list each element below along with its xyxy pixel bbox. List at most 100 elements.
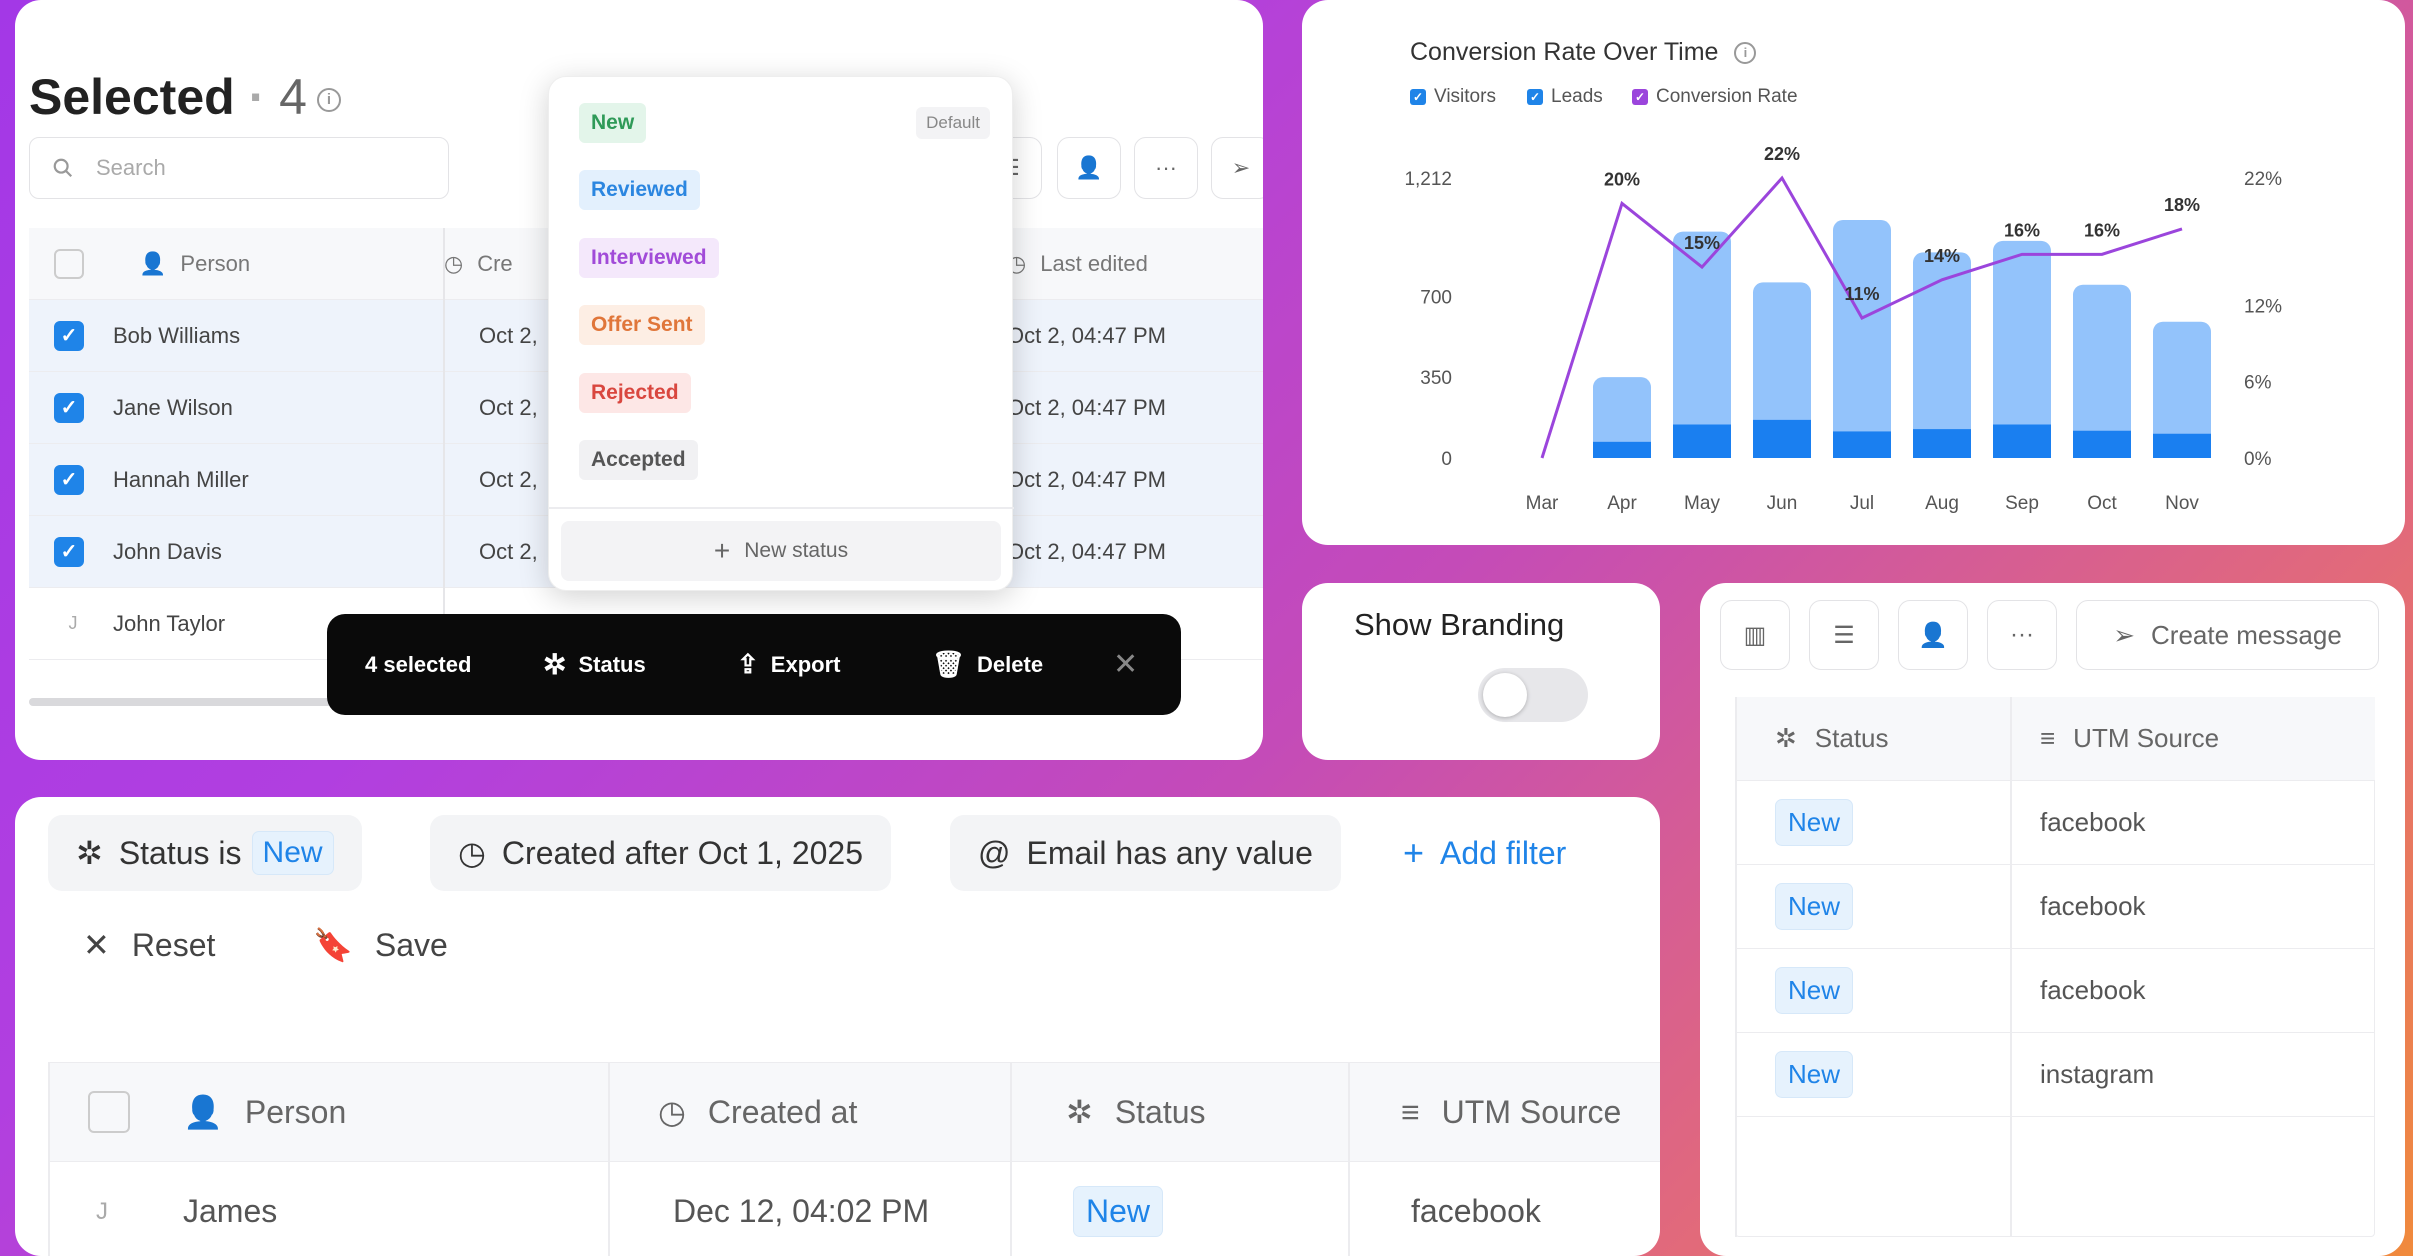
export-icon: ⇪ bbox=[737, 649, 759, 679]
select-all-checkbox[interactable] bbox=[54, 248, 84, 279]
bar-leads bbox=[1833, 431, 1891, 458]
send-button[interactable]: ➢ bbox=[1211, 137, 1263, 199]
bar-leads bbox=[1673, 424, 1731, 458]
add-filter-button[interactable]: + Add filter bbox=[1403, 815, 1566, 891]
send-icon: ➢ bbox=[2113, 619, 2136, 650]
status-option-reviewed[interactable]: Reviewed bbox=[579, 170, 700, 210]
legend-visitors[interactable]: ✓ Visitors bbox=[1410, 86, 1496, 108]
edited-cell: Oct 2, 04:47 PM bbox=[1007, 394, 1166, 420]
branding-card: Show Branding bbox=[1302, 583, 1660, 760]
bookmark-icon: 🔖 bbox=[313, 927, 353, 963]
add-user-button[interactable]: 👤 bbox=[1898, 600, 1968, 670]
selected-count-label: 4 selected bbox=[365, 651, 472, 677]
legend-conversion-rate[interactable]: ✓ Conversion Rate bbox=[1632, 86, 1798, 108]
row-checkbox[interactable]: ✓ bbox=[54, 536, 84, 567]
status-option-accepted[interactable]: Accepted bbox=[579, 440, 698, 480]
bar-visitors bbox=[1673, 231, 1731, 458]
close-icon[interactable]: ✕ bbox=[1113, 648, 1139, 681]
trash-icon: 🗑 bbox=[932, 649, 966, 679]
data-label: 15% bbox=[1684, 233, 1720, 253]
more-button[interactable]: ··· bbox=[1987, 600, 2057, 670]
status-badge[interactable]: New bbox=[1775, 1051, 1854, 1098]
kanban-icon: ▥ bbox=[1743, 621, 1767, 649]
person-name: John Davis bbox=[113, 538, 222, 564]
export-button[interactable]: ⇪ Export bbox=[737, 614, 840, 715]
person-name: James bbox=[183, 1193, 278, 1229]
utm-cell: facebook bbox=[2040, 975, 2146, 1005]
add-user-icon: 👤 bbox=[1918, 621, 1948, 649]
checkbox-icon: ✓ bbox=[1527, 89, 1543, 105]
status-icon: ✲ bbox=[1775, 723, 1797, 753]
table-row[interactable]: New facebook bbox=[1735, 949, 2375, 1033]
status-option-offer-sent[interactable]: Offer Sent bbox=[579, 305, 705, 345]
table-row[interactable]: New facebook bbox=[1735, 865, 2375, 949]
status-badge[interactable]: New bbox=[1775, 883, 1854, 930]
status-option-new[interactable]: New bbox=[579, 103, 647, 143]
search-input[interactable]: Search bbox=[29, 137, 449, 199]
bar-visitors bbox=[1833, 220, 1891, 458]
delete-button[interactable]: 🗑 Delete bbox=[932, 614, 1043, 715]
created-filter-chip[interactable]: ◷ Created after Oct 1, 2025 bbox=[430, 815, 892, 891]
person-name: John Taylor bbox=[113, 610, 226, 636]
info-icon[interactable]: i bbox=[1734, 41, 1757, 64]
column-person: Person bbox=[180, 250, 251, 276]
checkbox-icon: ✓ bbox=[1410, 89, 1426, 105]
reset-button[interactable]: ✕ Reset bbox=[83, 907, 215, 983]
edited-cell: Oct 2, 04:47 PM bbox=[1007, 322, 1166, 348]
legend-label: Visitors bbox=[1434, 86, 1496, 107]
clock-icon: ◷ bbox=[444, 250, 464, 276]
close-icon: ✕ bbox=[83, 927, 110, 963]
export-label: Export bbox=[770, 651, 841, 677]
bar-visitors bbox=[2073, 284, 2131, 458]
more-button[interactable]: ··· bbox=[1134, 137, 1198, 199]
at-icon: @ bbox=[978, 834, 1011, 871]
branding-label: Show Branding bbox=[1354, 607, 1565, 642]
table-row[interactable]: New facebook bbox=[1735, 781, 2375, 865]
save-button[interactable]: 🔖 Save bbox=[313, 907, 448, 983]
column-status: Status bbox=[1114, 1093, 1206, 1130]
row-checkbox[interactable]: ✓ bbox=[54, 392, 84, 423]
status-filter-chip[interactable]: ✲ Status is New bbox=[48, 815, 362, 891]
x-tick-label: Jul bbox=[1850, 493, 1874, 514]
branding-toggle[interactable] bbox=[1478, 668, 1588, 722]
data-label: 18% bbox=[2164, 195, 2200, 215]
status-option-interviewed[interactable]: Interviewed bbox=[579, 238, 719, 278]
table-row[interactable]: J James Dec 12, 04:02 PM New facebook bbox=[48, 1162, 1660, 1256]
status-badge[interactable]: New bbox=[1073, 1186, 1164, 1237]
kanban-button[interactable]: ▥ bbox=[1720, 600, 1790, 670]
status-table-card: ▥ ☰ 👤 ··· ➢ Create message ✲ Status ≡ UTM S… bbox=[1700, 583, 2405, 1256]
create-message-button[interactable]: ➢ Create message bbox=[2076, 600, 2379, 670]
person-icon: 👤 bbox=[139, 250, 167, 276]
created-cell: Dec 12, 04:02 PM bbox=[673, 1193, 930, 1229]
new-status-button[interactable]: + New status bbox=[561, 521, 1001, 581]
bar-visitors bbox=[1753, 282, 1811, 458]
more-icon: ··· bbox=[2010, 621, 2034, 648]
column-last-edited: Last edited bbox=[1040, 250, 1148, 276]
status-action-button[interactable]: ✲ Status bbox=[543, 614, 646, 715]
info-icon[interactable]: i bbox=[316, 87, 341, 112]
status-badge[interactable]: New bbox=[1775, 799, 1854, 846]
legend-label: Conversion Rate bbox=[1656, 86, 1798, 107]
add-user-button[interactable]: 👤 bbox=[1057, 137, 1121, 199]
bar-leads bbox=[2153, 433, 2211, 458]
legend-leads[interactable]: ✓ Leads bbox=[1527, 86, 1603, 108]
row-checkbox[interactable]: ✓ bbox=[54, 464, 84, 495]
status-option-rejected[interactable]: Rejected bbox=[579, 373, 691, 413]
email-filter-chip[interactable]: @ Email has any value bbox=[950, 815, 1341, 891]
x-tick-label: Jun bbox=[1767, 493, 1798, 514]
title-text: Selected bbox=[29, 69, 235, 125]
create-message-label: Create message bbox=[2151, 619, 2342, 650]
row-checkbox[interactable]: ✓ bbox=[54, 320, 84, 351]
bar-visitors bbox=[1913, 252, 1971, 458]
x-tick-label: Mar bbox=[1526, 493, 1559, 514]
status-badge[interactable]: New bbox=[1775, 967, 1854, 1014]
select-all-checkbox[interactable] bbox=[88, 1091, 130, 1133]
bar-visitors bbox=[2153, 321, 2211, 458]
toggle-knob bbox=[1483, 673, 1527, 717]
column-utm: UTM Source bbox=[1441, 1093, 1622, 1130]
table-row[interactable]: New instagram bbox=[1735, 1033, 2375, 1117]
filter-label: Status is bbox=[118, 834, 242, 871]
bar-leads bbox=[2073, 430, 2131, 458]
sliders-button[interactable]: ☰ bbox=[1809, 600, 1879, 670]
created-cell: Oct 2, bbox=[479, 538, 538, 564]
